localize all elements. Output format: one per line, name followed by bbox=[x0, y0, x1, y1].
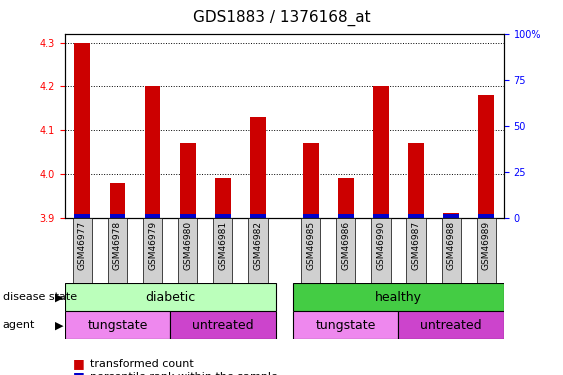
FancyBboxPatch shape bbox=[371, 217, 391, 283]
Text: GSM46989: GSM46989 bbox=[482, 221, 491, 270]
Bar bbox=[479, 214, 494, 217]
Bar bbox=[293, 311, 399, 339]
Text: GSM46977: GSM46977 bbox=[78, 221, 87, 270]
FancyBboxPatch shape bbox=[213, 217, 233, 283]
Text: percentile rank within the sample: percentile rank within the sample bbox=[90, 372, 278, 375]
FancyBboxPatch shape bbox=[108, 217, 127, 283]
Bar bbox=[443, 214, 459, 217]
Bar bbox=[303, 143, 319, 218]
Text: ▶: ▶ bbox=[55, 292, 64, 302]
Bar bbox=[110, 214, 126, 217]
Text: GSM46986: GSM46986 bbox=[341, 221, 350, 270]
Text: ■: ■ bbox=[73, 357, 85, 370]
Bar bbox=[215, 178, 231, 218]
FancyBboxPatch shape bbox=[248, 217, 267, 283]
FancyBboxPatch shape bbox=[336, 217, 355, 283]
Text: untreated: untreated bbox=[192, 319, 254, 332]
Text: GDS1883 / 1376168_at: GDS1883 / 1376168_at bbox=[193, 9, 370, 26]
Text: disease state: disease state bbox=[3, 292, 77, 302]
Text: GSM46980: GSM46980 bbox=[183, 221, 192, 270]
Text: transformed count: transformed count bbox=[90, 359, 194, 369]
Bar bbox=[338, 178, 354, 218]
Text: GSM46990: GSM46990 bbox=[377, 221, 386, 270]
Bar bbox=[170, 311, 275, 339]
Text: GSM46988: GSM46988 bbox=[446, 221, 455, 270]
Text: tungstate: tungstate bbox=[316, 319, 376, 332]
Bar bbox=[303, 214, 319, 217]
FancyBboxPatch shape bbox=[406, 217, 426, 283]
Text: diabetic: diabetic bbox=[145, 291, 195, 304]
Bar bbox=[399, 311, 504, 339]
Bar bbox=[373, 86, 389, 218]
Text: GSM46987: GSM46987 bbox=[412, 221, 421, 270]
Text: GSM46985: GSM46985 bbox=[306, 221, 315, 270]
Bar bbox=[443, 213, 459, 217]
Bar bbox=[293, 283, 504, 311]
Text: agent: agent bbox=[3, 320, 35, 330]
Bar bbox=[65, 283, 275, 311]
Bar bbox=[479, 95, 494, 218]
FancyBboxPatch shape bbox=[73, 217, 92, 283]
FancyBboxPatch shape bbox=[143, 217, 162, 283]
Text: ▶: ▶ bbox=[55, 320, 64, 330]
Bar bbox=[250, 117, 266, 218]
Bar bbox=[74, 42, 90, 218]
FancyBboxPatch shape bbox=[477, 217, 496, 283]
Text: GSM46982: GSM46982 bbox=[253, 221, 262, 270]
Bar bbox=[145, 214, 160, 217]
FancyBboxPatch shape bbox=[301, 217, 320, 283]
Text: GSM46978: GSM46978 bbox=[113, 221, 122, 270]
Bar bbox=[215, 214, 231, 217]
Bar bbox=[65, 311, 170, 339]
Text: tungstate: tungstate bbox=[87, 319, 148, 332]
Text: ■: ■ bbox=[73, 370, 85, 375]
Bar bbox=[180, 143, 195, 218]
Bar bbox=[408, 214, 424, 217]
Text: GSM46979: GSM46979 bbox=[148, 221, 157, 270]
FancyBboxPatch shape bbox=[178, 217, 198, 283]
Bar bbox=[408, 143, 424, 218]
Text: healthy: healthy bbox=[375, 291, 422, 304]
Bar bbox=[74, 214, 90, 217]
Bar bbox=[110, 183, 126, 218]
Bar bbox=[180, 214, 195, 217]
Text: GSM46981: GSM46981 bbox=[218, 221, 227, 270]
Text: untreated: untreated bbox=[421, 319, 482, 332]
Bar bbox=[373, 214, 389, 217]
FancyBboxPatch shape bbox=[441, 217, 461, 283]
Bar bbox=[250, 214, 266, 217]
Bar bbox=[145, 86, 160, 218]
Bar bbox=[338, 214, 354, 217]
